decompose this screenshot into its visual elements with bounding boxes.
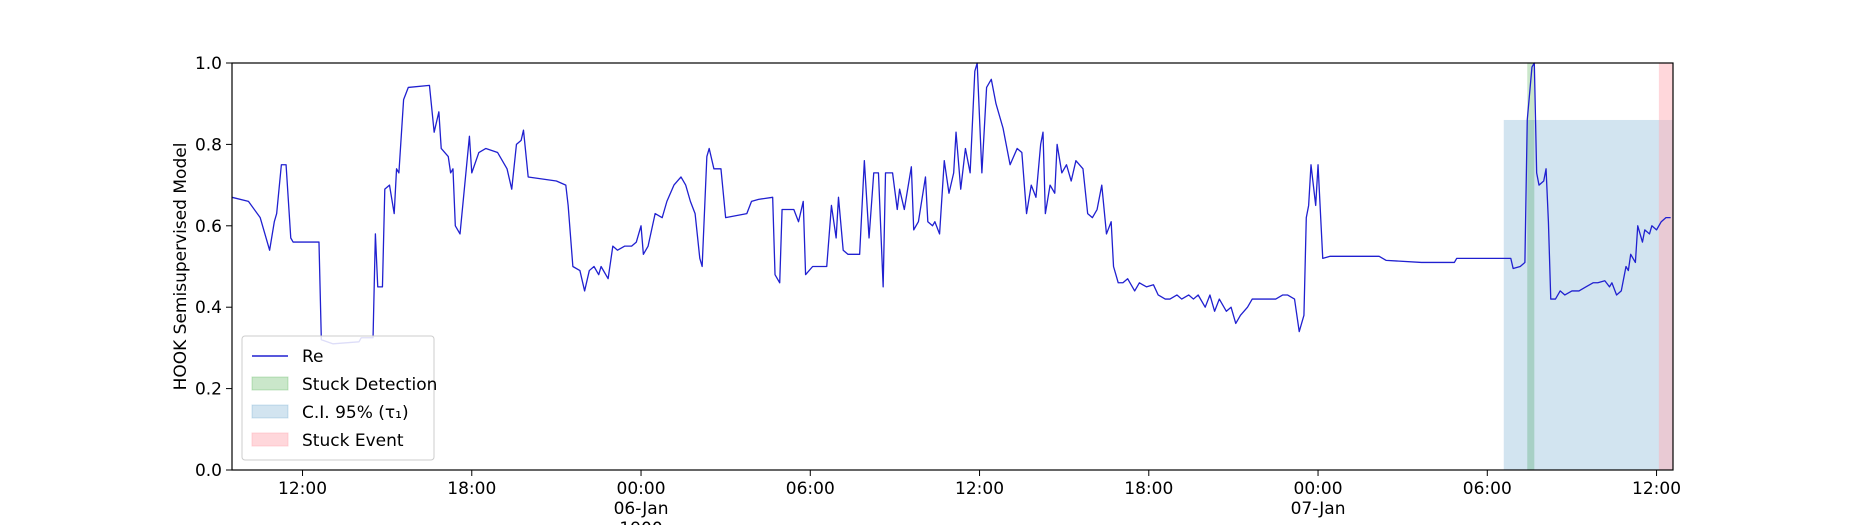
x-tick-label: 12:00	[278, 479, 327, 499]
legend-patch	[251, 404, 289, 419]
data-line	[231, 62, 1671, 345]
legend-label: Re	[302, 347, 324, 367]
x-tick-label: 06:00	[786, 479, 835, 499]
x-tick-label: 18:00	[447, 479, 496, 499]
span	[1503, 119, 1673, 470]
y-tick-label: 0.6	[195, 217, 222, 237]
span	[1527, 63, 1535, 470]
y-axis-label: HOOK Semisupervised Model	[171, 143, 191, 391]
y-tick-label: 0.8	[195, 135, 222, 155]
legend-patch	[251, 432, 289, 447]
legend-label: Stuck Event	[302, 431, 404, 451]
legend-label: Stuck Detection	[302, 375, 437, 395]
legend-patch	[251, 376, 289, 391]
plot-frame	[231, 62, 1674, 471]
y-tick-label: 0.0	[195, 461, 222, 481]
legend-box	[241, 335, 435, 461]
span	[1658, 63, 1673, 470]
x-tick-label: 06:00	[1463, 479, 1512, 499]
y-tick-label: 0.2	[195, 380, 222, 400]
y-tick-label: 0.4	[195, 298, 222, 318]
x-tick-label: 00:00 07-Jan	[1291, 479, 1346, 519]
y-tick-label: 1.0	[195, 54, 222, 74]
x-tick-label: 12:00	[1632, 479, 1681, 499]
legend-label: C.I. 95% (τ₁)	[302, 403, 409, 423]
x-tick-label: 12:00	[955, 479, 1004, 499]
x-tick-label: 18:00	[1124, 479, 1173, 499]
